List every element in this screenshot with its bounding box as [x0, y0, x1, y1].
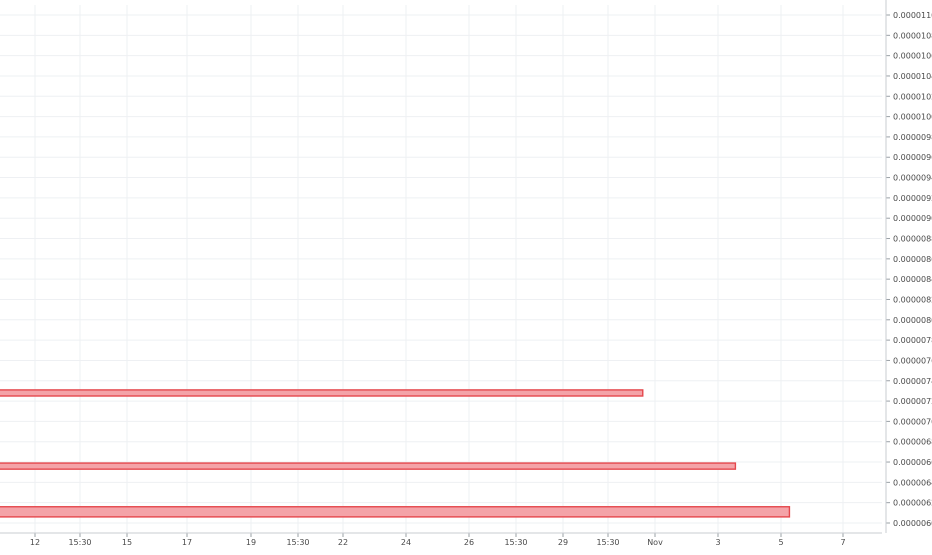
x-tick-label: 15 — [122, 538, 132, 547]
support-zone — [0, 389, 644, 397]
y-tick-label: 0.00000920 — [893, 194, 932, 203]
y-tick-label: 0.00000860 — [893, 255, 932, 264]
y-tick-label: 0.00001060 — [893, 52, 932, 61]
y-tick-label: 0.00000980 — [893, 133, 932, 142]
y-tick-label: 0.00000840 — [893, 275, 932, 284]
x-tick-label: 24 — [401, 538, 411, 547]
x-tick-label: 5 — [778, 538, 783, 547]
y-tick-label: 0.00001080 — [893, 31, 932, 40]
y-tick-label: 0.00000600 — [893, 519, 932, 528]
y-tick-label: 0.00000800 — [893, 316, 932, 325]
x-tick-label: 22 — [338, 538, 348, 547]
x-tick-label: 3 — [715, 538, 720, 547]
x-tick-label: 29 — [558, 538, 568, 547]
y-tick-label: 0.00000760 — [893, 356, 932, 365]
y-tick-label: 0.00001040 — [893, 72, 932, 81]
x-tick-label: 15:30 — [504, 538, 527, 547]
y-tick-label: 0.00000720 — [893, 397, 932, 406]
x-tick-label: 12 — [30, 538, 40, 547]
y-tick-label: 0.00000680 — [893, 438, 932, 447]
y-tick-label: 0.00000960 — [893, 153, 932, 162]
y-tick-label: 0.00000700 — [893, 417, 932, 426]
grid — [0, 5, 882, 533]
x-tick-label: 15:30 — [286, 538, 309, 547]
y-tick-label: 0.00001000 — [893, 113, 932, 122]
support-zone — [0, 506, 791, 518]
x-tick-label: 26 — [464, 538, 474, 547]
x-tick-label: 17 — [182, 538, 192, 547]
x-tick-label: 15:30 — [68, 538, 91, 547]
y-tick-label: 0.00000660 — [893, 458, 932, 467]
support-zones — [0, 389, 791, 518]
x-tick-label: 19 — [246, 538, 256, 547]
y-tick-label: 0.00000620 — [893, 499, 932, 508]
y-tick-label: 0.00000820 — [893, 295, 932, 304]
y-tick-label: 0.00000900 — [893, 214, 932, 223]
x-axis: 12 15:30 15 17 19 15:30 22 24 26 15:30 29 15:30 Nov 3… — [0, 532, 882, 547]
x-tick-label: 7 — [840, 538, 845, 547]
y-tick-label: 0.00000780 — [893, 336, 932, 345]
support-zone — [0, 462, 737, 470]
y-tick-label: 0.00000640 — [893, 478, 932, 487]
y-tick-label: 0.00001100 — [893, 11, 932, 20]
x-tick-label: 15:30 — [596, 538, 619, 547]
y-tick-label: 0.00000940 — [893, 174, 932, 183]
x-tick-label: Nov — [647, 538, 663, 547]
y-tick-label: 0.00000740 — [893, 377, 932, 386]
y-tick-label: 0.00000880 — [893, 235, 932, 244]
y-axis: 0.00001100 0.00001080 0.00001060 0.00001040… — [885, 0, 932, 533]
y-tick-label: 0.00001020 — [893, 92, 932, 101]
